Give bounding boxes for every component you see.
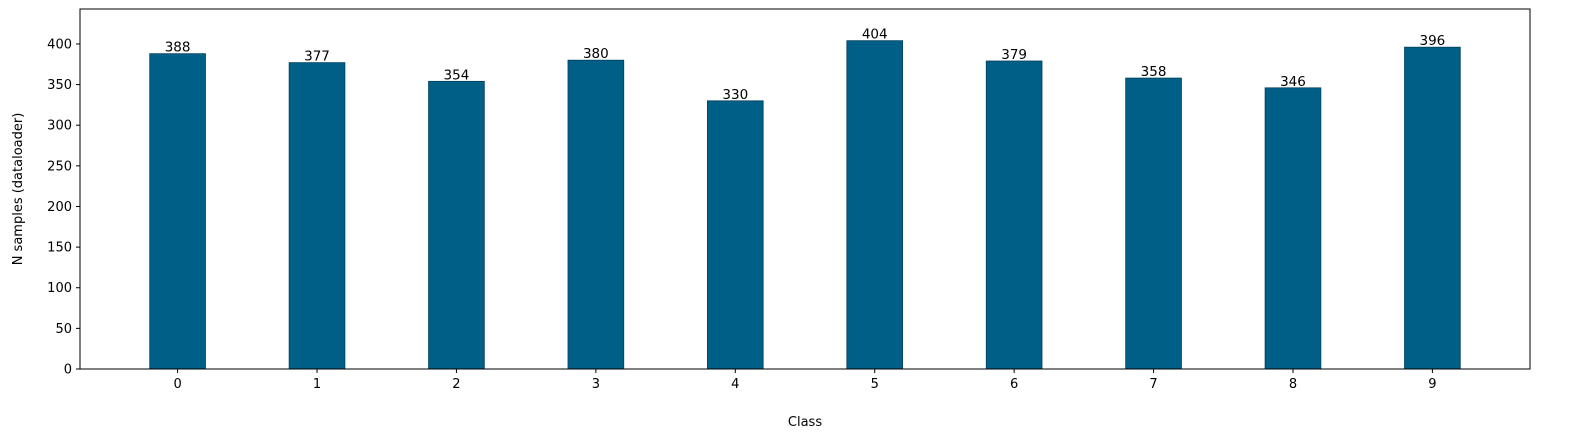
x-axis-ticks: 0 1 2 3 4 5 6 7 8 9 <box>173 369 1437 392</box>
bar-class-0 <box>149 53 206 370</box>
x-tick-label-9: 9 <box>1428 377 1436 392</box>
bar-class-3 <box>567 59 625 370</box>
plot-frame <box>79 8 1531 370</box>
x-tick-label-0: 0 <box>173 377 181 392</box>
x-tick-label-2: 2 <box>452 377 460 392</box>
y-axis-label: N samples (dataloader) <box>11 113 26 266</box>
bar-class-9 <box>1404 46 1461 370</box>
y-tick-label-400: 400 <box>47 37 72 52</box>
y-tick-label-300: 300 <box>47 119 72 134</box>
bars-group <box>149 40 1461 370</box>
y-tick-label-150: 150 <box>47 241 72 256</box>
x-tick-label-1: 1 <box>313 377 321 392</box>
bar-value-label-5: 404 <box>862 27 888 43</box>
bar-class-6 <box>985 60 1043 370</box>
y-tick-label-350: 350 <box>47 78 72 93</box>
bar-value-label-6: 379 <box>1001 47 1027 63</box>
bar-value-label-7: 358 <box>1141 64 1167 80</box>
bar-value-label-1: 377 <box>304 49 330 65</box>
x-tick-label-8: 8 <box>1289 377 1297 392</box>
y-tick-label-0: 0 <box>64 363 72 378</box>
bar-class-8 <box>1264 87 1322 370</box>
bar-class-4 <box>707 100 764 370</box>
bar-class-2 <box>428 80 485 370</box>
x-tick-label-7: 7 <box>1149 377 1157 392</box>
bar-class-1 <box>288 62 346 370</box>
x-tick-label-4: 4 <box>731 377 739 392</box>
x-axis-label: Class <box>788 415 822 430</box>
bar-value-label-2: 354 <box>444 67 470 83</box>
y-tick-label-250: 250 <box>47 159 72 174</box>
y-axis-ticks: 0 50 100 150 200 250 300 350 400 <box>47 37 80 378</box>
bar-class-7 <box>1125 77 1182 370</box>
y-tick-label-100: 100 <box>47 281 72 296</box>
bar-value-label-9: 396 <box>1420 33 1446 49</box>
bar-value-label-0: 388 <box>165 40 191 56</box>
bar-value-label-8: 346 <box>1280 74 1306 90</box>
x-tick-label-3: 3 <box>592 377 600 392</box>
x-tick-label-6: 6 <box>1010 377 1018 392</box>
bar-value-labels: 388 377 354 380 330 404 379 358 346 396 <box>165 27 1446 103</box>
bar-value-label-4: 330 <box>722 87 748 103</box>
bar-value-label-3: 380 <box>583 46 609 62</box>
y-tick-label-200: 200 <box>47 200 72 215</box>
y-tick-label-50: 50 <box>55 322 72 337</box>
bar-class-5 <box>846 40 903 370</box>
x-tick-label-5: 5 <box>871 377 879 392</box>
